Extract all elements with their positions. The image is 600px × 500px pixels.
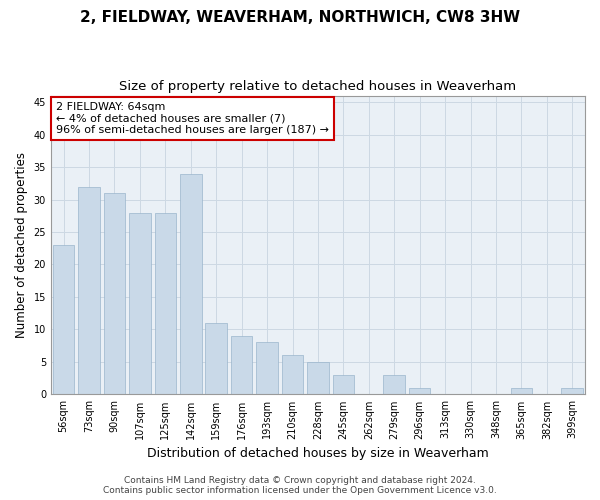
Bar <box>256 342 278 394</box>
Bar <box>383 375 405 394</box>
Text: Contains HM Land Registry data © Crown copyright and database right 2024.
Contai: Contains HM Land Registry data © Crown c… <box>103 476 497 495</box>
Text: 2 FIELDWAY: 64sqm
← 4% of detached houses are smaller (7)
96% of semi-detached h: 2 FIELDWAY: 64sqm ← 4% of detached house… <box>56 102 329 134</box>
Bar <box>307 362 329 394</box>
Bar <box>231 336 253 394</box>
Bar <box>104 193 125 394</box>
Bar <box>205 323 227 394</box>
Bar <box>409 388 430 394</box>
Bar <box>129 212 151 394</box>
Y-axis label: Number of detached properties: Number of detached properties <box>15 152 28 338</box>
Bar <box>53 245 74 394</box>
Bar <box>282 356 304 395</box>
Bar <box>562 388 583 394</box>
X-axis label: Distribution of detached houses by size in Weaverham: Distribution of detached houses by size … <box>147 447 489 460</box>
Bar <box>180 174 202 394</box>
Text: 2, FIELDWAY, WEAVERHAM, NORTHWICH, CW8 3HW: 2, FIELDWAY, WEAVERHAM, NORTHWICH, CW8 3… <box>80 10 520 25</box>
Bar <box>78 186 100 394</box>
Title: Size of property relative to detached houses in Weaverham: Size of property relative to detached ho… <box>119 80 517 93</box>
Bar <box>332 375 354 394</box>
Bar <box>155 212 176 394</box>
Bar <box>511 388 532 394</box>
